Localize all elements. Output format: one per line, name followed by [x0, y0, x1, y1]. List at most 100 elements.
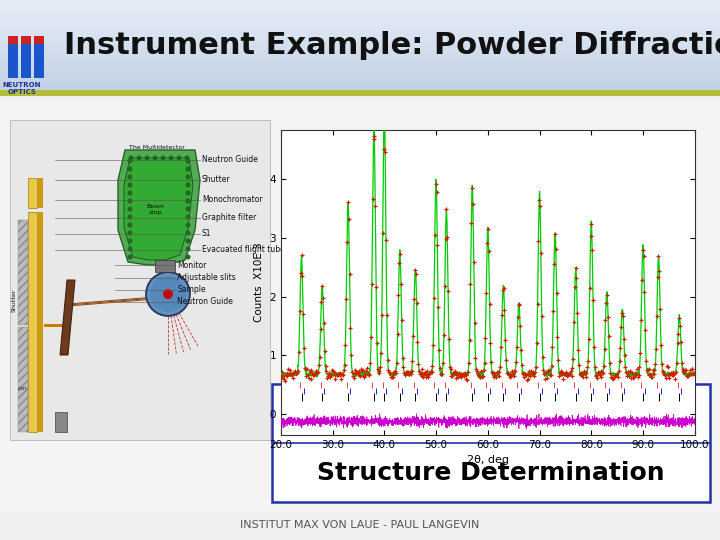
Bar: [0, 78, 720, 79]
Text: INSTITUT MAX VON LAUE - PAUL LANGEVIN: INSTITUT MAX VON LAUE - PAUL LANGEVIN: [240, 520, 480, 530]
Circle shape: [186, 191, 191, 195]
Bar: [0, 19, 720, 20]
Bar: [0, 9, 720, 10]
Bar: [0, 65, 720, 66]
Bar: [0, 26, 720, 27]
Bar: [0, 93, 720, 94]
Bar: [28, 212, 37, 432]
Circle shape: [127, 166, 132, 172]
Text: Neutron Guide: Neutron Guide: [177, 298, 233, 307]
Bar: [0, 22, 720, 23]
X-axis label: 2θ, deg: 2θ, deg: [467, 455, 509, 465]
Bar: [0, 12, 720, 13]
Circle shape: [127, 222, 132, 227]
Circle shape: [186, 239, 191, 244]
Circle shape: [145, 156, 150, 160]
Circle shape: [127, 159, 132, 164]
Bar: [0, 36, 720, 37]
Circle shape: [127, 214, 132, 219]
Bar: [0, 94, 720, 95]
Bar: [0, 15, 720, 16]
Bar: [0, 50, 720, 51]
Circle shape: [128, 156, 133, 160]
Bar: [0, 4, 720, 5]
Circle shape: [186, 183, 191, 187]
Circle shape: [127, 206, 132, 212]
Circle shape: [186, 174, 191, 179]
Bar: [0, 59, 720, 60]
Circle shape: [163, 289, 173, 299]
Circle shape: [186, 231, 191, 235]
Bar: [0, 89, 720, 90]
Bar: [0, 45, 720, 46]
Bar: [34, 36, 44, 78]
Bar: [0, 29, 720, 30]
Bar: [0, 1, 720, 2]
Bar: [0, 21, 720, 22]
Bar: [0, 57, 720, 58]
Bar: [0, 79, 720, 80]
Bar: [0, 60, 720, 61]
Bar: [0, 85, 720, 86]
Circle shape: [186, 166, 191, 172]
Bar: [0, 82, 720, 83]
Circle shape: [186, 199, 191, 204]
Bar: [21, 36, 31, 44]
Bar: [0, 84, 720, 85]
Circle shape: [127, 246, 132, 252]
Bar: [0, 3, 720, 4]
Circle shape: [127, 174, 132, 179]
Bar: [0, 53, 720, 54]
Bar: [38, 212, 43, 432]
Bar: [0, 48, 720, 49]
Circle shape: [184, 156, 189, 160]
Bar: [0, 27, 720, 28]
Text: Structure Determination: Structure Determination: [318, 461, 665, 484]
Circle shape: [127, 239, 132, 244]
Bar: [0, 55, 720, 56]
Bar: [28, 178, 37, 208]
Text: Graphite filter: Graphite filter: [202, 213, 256, 222]
Circle shape: [146, 272, 190, 316]
Bar: [0, 37, 720, 38]
Circle shape: [176, 156, 181, 160]
Bar: [0, 75, 720, 76]
Bar: [0, 67, 720, 68]
Text: Shutter: Shutter: [202, 176, 230, 185]
Polygon shape: [118, 150, 200, 265]
Bar: [0, 2, 720, 3]
Bar: [0, 68, 720, 69]
Bar: [8, 36, 18, 78]
Polygon shape: [124, 158, 193, 260]
Circle shape: [168, 156, 174, 160]
Bar: [0, 28, 720, 29]
Bar: [0, 46, 720, 47]
Bar: [0, 39, 720, 40]
Circle shape: [127, 254, 132, 260]
Bar: [0, 33, 720, 34]
Circle shape: [186, 246, 191, 252]
Circle shape: [127, 231, 132, 235]
Bar: [0, 70, 720, 71]
Polygon shape: [60, 280, 75, 355]
Bar: [0, 61, 720, 62]
Bar: [0, 25, 720, 26]
Bar: [0, 88, 720, 89]
Circle shape: [153, 156, 158, 160]
Text: Shutter: Shutter: [12, 288, 17, 312]
Bar: [0, 80, 720, 81]
Bar: [0, 5, 720, 6]
Bar: [8, 36, 18, 44]
Bar: [0, 69, 720, 70]
Bar: [0, 76, 720, 77]
Bar: [0, 58, 720, 59]
Bar: [0, 23, 720, 24]
Text: Beam
stop: Beam stop: [146, 204, 164, 215]
Bar: [0, 54, 720, 55]
Bar: [18, 220, 28, 325]
Bar: [0, 87, 720, 88]
Circle shape: [186, 214, 191, 219]
Bar: [0, 24, 720, 25]
Text: Sample: Sample: [177, 286, 206, 294]
Circle shape: [127, 199, 132, 204]
